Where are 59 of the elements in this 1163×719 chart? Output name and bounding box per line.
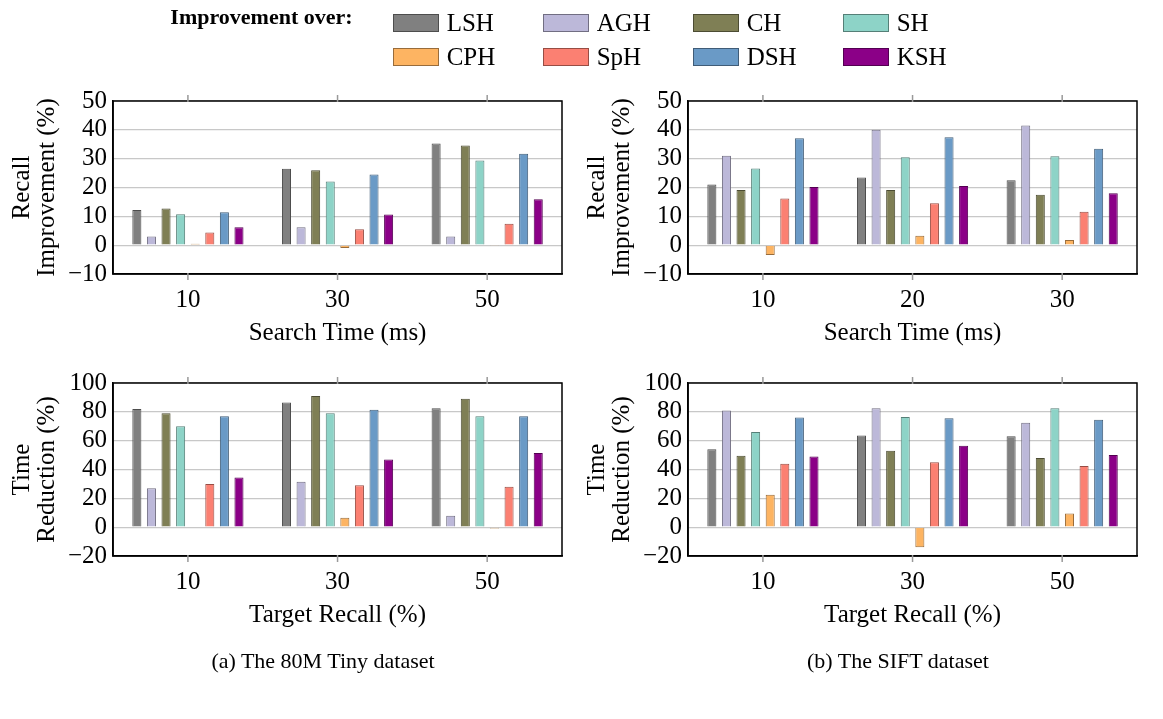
legend-label: DSH bbox=[745, 42, 798, 72]
y-tick-label: −10 bbox=[642, 258, 683, 286]
y-tick-label: 0 bbox=[94, 229, 108, 257]
legend-label: CH bbox=[745, 8, 783, 38]
y-tick-label: 50 bbox=[657, 85, 683, 113]
x-axis-title: Search Time (ms) bbox=[248, 317, 427, 346]
y-tick-label: 10 bbox=[82, 200, 108, 228]
x-tick-label: 30 bbox=[325, 566, 351, 594]
y-tick-label: 20 bbox=[82, 172, 108, 200]
text: (b) The SIFT dataset bbox=[806, 648, 990, 674]
x-tick-label: 10 bbox=[750, 284, 776, 312]
y-tick-label: 20 bbox=[82, 482, 108, 510]
x-tick-label: 10 bbox=[750, 566, 776, 594]
y-tick-label: 80 bbox=[82, 396, 108, 424]
x-tick-label: 50 bbox=[474, 284, 500, 312]
y-tick-label: 60 bbox=[657, 425, 683, 453]
y-tick-label: 0 bbox=[669, 511, 683, 539]
y-axis-title: Time Reduction (%) bbox=[7, 396, 61, 543]
y-tick-label: 0 bbox=[94, 511, 108, 539]
x-tick-label: 30 bbox=[900, 566, 926, 594]
y-tick-label: 40 bbox=[657, 454, 683, 482]
y-tick-label: 80 bbox=[657, 396, 683, 424]
x-tick-label: 50 bbox=[474, 566, 500, 594]
x-tick-label: 10 bbox=[175, 566, 201, 594]
y-tick-label: 60 bbox=[82, 425, 108, 453]
x-tick-label: 30 bbox=[1049, 284, 1075, 312]
y-axis-title: Recall Improvement (%) bbox=[7, 98, 61, 277]
legend-label: SpH bbox=[595, 42, 643, 72]
legend-label: KSH bbox=[895, 42, 948, 72]
legend-label: LSH bbox=[445, 8, 495, 38]
y-axis-title: Time Reduction (%) bbox=[582, 396, 636, 543]
x-axis-title: Target Recall (%) bbox=[824, 599, 1001, 628]
x-axis-title: Search Time (ms) bbox=[823, 317, 1002, 346]
x-axis-title: Target Recall (%) bbox=[249, 599, 426, 628]
x-tick-label: 30 bbox=[325, 284, 351, 312]
y-tick-label: 100 bbox=[644, 367, 683, 395]
y-tick-label: 40 bbox=[82, 114, 108, 142]
y-tick-label: −10 bbox=[67, 258, 108, 286]
x-tick-label: 10 bbox=[175, 284, 201, 312]
x-tick-label: 50 bbox=[1049, 566, 1075, 594]
y-tick-label: 50 bbox=[82, 85, 108, 113]
y-tick-label: 30 bbox=[82, 143, 108, 171]
legend-title: Improvement over: bbox=[170, 4, 353, 30]
legend-label: AGH bbox=[595, 8, 652, 38]
y-tick-label: 10 bbox=[657, 200, 683, 228]
y-tick-label: 40 bbox=[657, 114, 683, 142]
y-tick-label: 20 bbox=[657, 172, 683, 200]
y-tick-label: 20 bbox=[657, 482, 683, 510]
y-tick-label: 100 bbox=[69, 367, 108, 395]
y-tick-label: 40 bbox=[82, 454, 108, 482]
y-tick-label: −20 bbox=[67, 540, 108, 568]
y-tick-label: −20 bbox=[642, 540, 683, 568]
legend-label: SH bbox=[895, 8, 930, 38]
x-tick-label: 20 bbox=[900, 284, 926, 312]
legend-label: CPH bbox=[445, 42, 497, 72]
y-tick-label: 30 bbox=[657, 143, 683, 171]
y-axis-title: Recall Improvement (%) bbox=[582, 98, 636, 277]
y-tick-label: 0 bbox=[669, 229, 683, 257]
text: (a) The 80M Tiny dataset bbox=[210, 648, 436, 674]
